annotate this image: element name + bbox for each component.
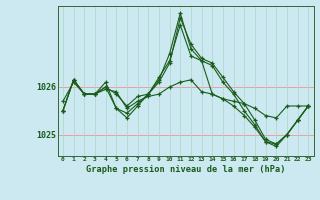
- X-axis label: Graphe pression niveau de la mer (hPa): Graphe pression niveau de la mer (hPa): [86, 165, 285, 174]
